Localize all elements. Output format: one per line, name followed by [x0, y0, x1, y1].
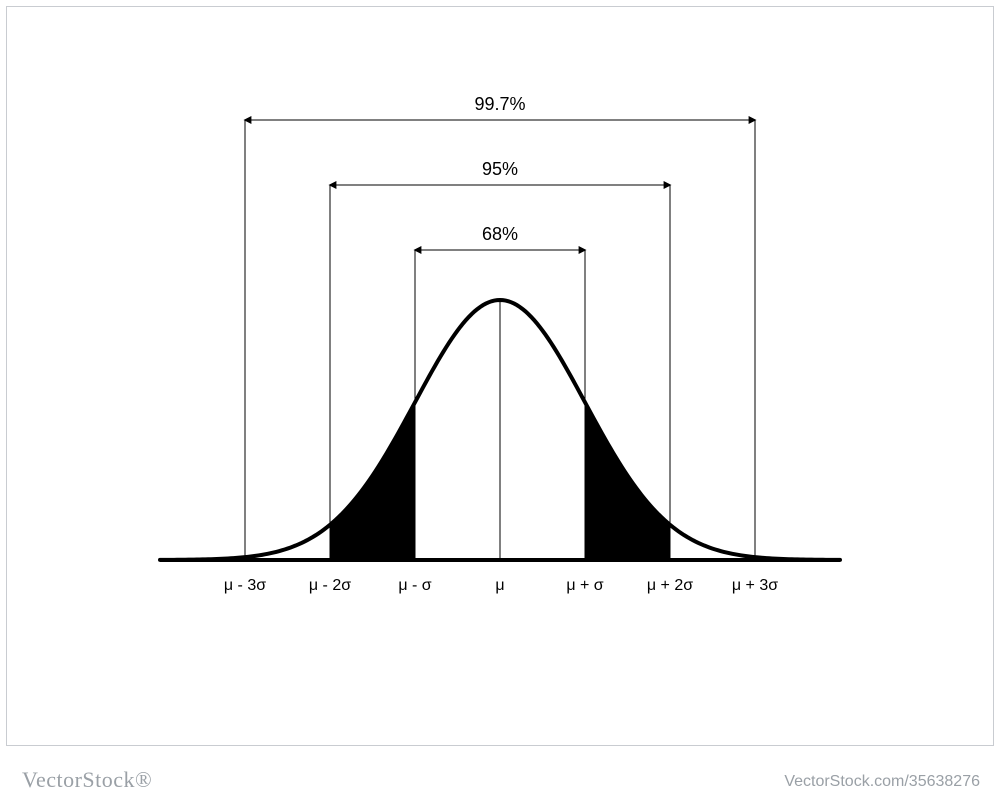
watermark-right: VectorStock.com/35638276	[784, 773, 980, 791]
axis-tick-label: μ + σ	[566, 577, 603, 594]
axis-tick-label: μ + 2σ	[647, 577, 693, 594]
range-label: 68%	[482, 224, 518, 244]
axis-tick-label: μ	[495, 577, 504, 594]
axis-tick-label: μ - 3σ	[224, 577, 266, 594]
range-label: 99.7%	[474, 94, 525, 114]
axis-tick-label: μ - σ	[398, 577, 431, 594]
normal-distribution-chart: μ - 3σ μ - 2σ μ - σ μ μ + σ μ + 2σ μ + 3σ 68% 95…	[0, 0, 1000, 807]
watermark-left: VectorStock®	[22, 767, 152, 793]
axis-tick-label: μ - 2σ	[309, 577, 351, 594]
axis-tick-label: μ + 3σ	[732, 577, 778, 594]
range-label: 95%	[482, 159, 518, 179]
